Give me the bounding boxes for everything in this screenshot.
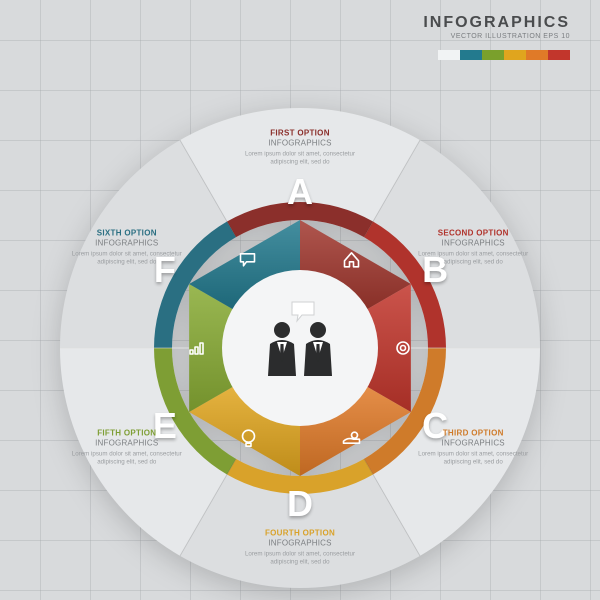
- palette-swatch: [504, 50, 526, 60]
- page-title: INFOGRAPHICS: [423, 14, 570, 32]
- header: INFOGRAPHICS VECTOR ILLUSTRATION EPS 10: [423, 14, 570, 40]
- color-palette: [438, 50, 570, 60]
- palette-swatch: [548, 50, 570, 60]
- palette-swatch: [460, 50, 482, 60]
- palette-swatch: [482, 50, 504, 60]
- center-circle: [222, 270, 378, 426]
- palette-swatch: [438, 50, 460, 60]
- wheel-infographic: AFIRST OPTIONINFOGRAPHICSLorem ipsum dol…: [50, 98, 550, 598]
- wheel-svg: [50, 98, 550, 598]
- page-subtitle: VECTOR ILLUSTRATION EPS 10: [423, 33, 570, 40]
- palette-swatch: [526, 50, 548, 60]
